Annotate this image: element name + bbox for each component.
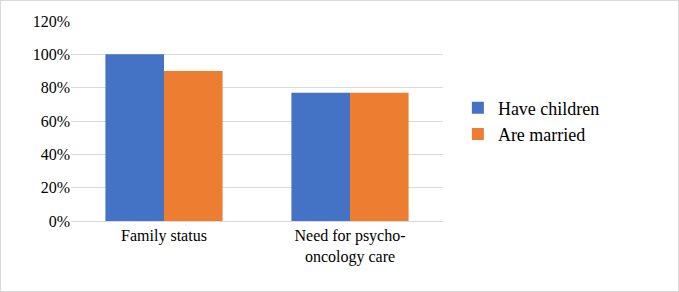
svg-text:20%: 20% (41, 179, 70, 196)
svg-text:100%: 100% (33, 46, 70, 63)
svg-text:Family status: Family status (121, 227, 207, 245)
svg-text:80%: 80% (41, 79, 70, 96)
svg-text:Are married: Are married (498, 125, 585, 145)
svg-text:0%: 0% (49, 213, 70, 230)
svg-text:Need for psycho-oncology care: Need for psycho-oncology care (294, 227, 405, 266)
svg-text:Have children: Have children (498, 99, 599, 119)
svg-text:60%: 60% (41, 113, 70, 130)
svg-text:120%: 120% (33, 13, 70, 30)
svg-text:40%: 40% (41, 146, 70, 163)
